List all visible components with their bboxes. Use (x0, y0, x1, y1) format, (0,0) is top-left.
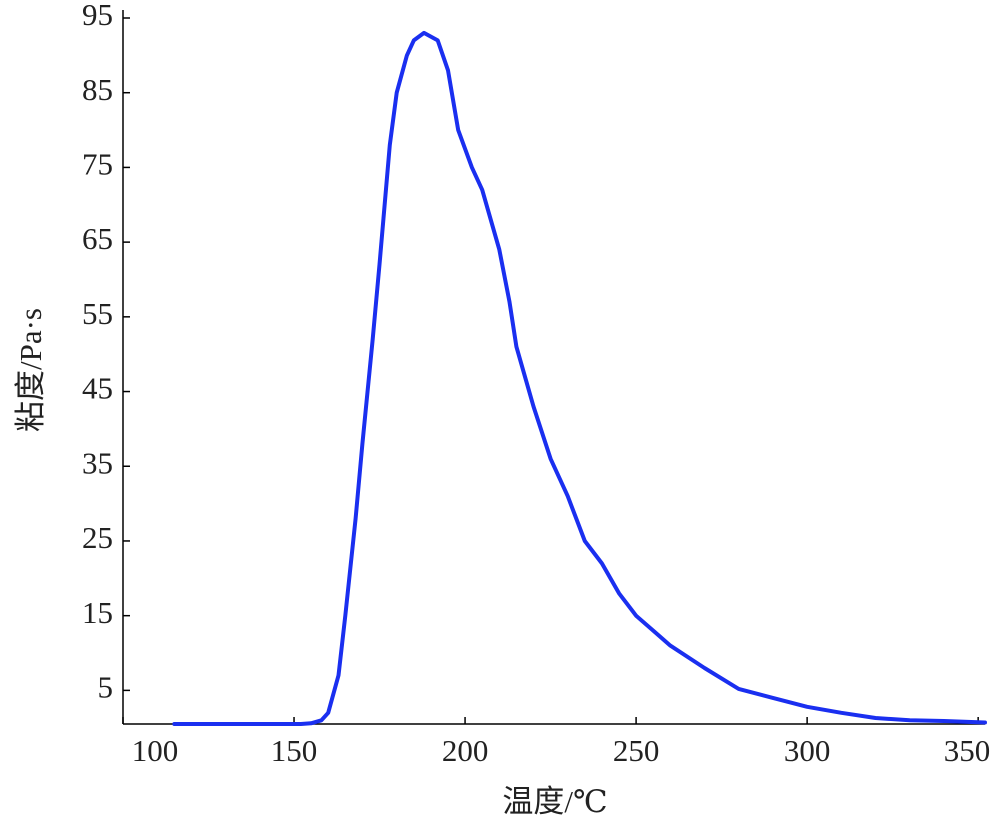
x-tick-label: 300 (784, 733, 831, 768)
y-tick-label: 25 (82, 520, 113, 555)
y-tick-label: 85 (82, 72, 113, 107)
y-tick-label: 45 (82, 371, 113, 406)
x-tick-label: 100 (132, 733, 179, 768)
y-tick-label: 5 (98, 669, 114, 704)
x-tick-label: 150 (271, 733, 318, 768)
y-axis-label: 粘度/Pa·s (13, 308, 48, 432)
x-tick-label: 250 (613, 733, 660, 768)
x-axis-label: 温度/℃ (502, 784, 607, 819)
data-line (172, 30, 987, 726)
y-tick-label: 75 (82, 147, 113, 182)
y-tick-label: 95 (82, 0, 113, 32)
y-tick-label: 15 (82, 595, 113, 630)
y-tick-label: 35 (82, 445, 113, 480)
y-tick-label: 55 (82, 296, 113, 331)
x-tick-label: 350 (944, 733, 991, 768)
x-tick-label: 200 (442, 733, 489, 768)
y-tick-label: 65 (82, 221, 113, 256)
